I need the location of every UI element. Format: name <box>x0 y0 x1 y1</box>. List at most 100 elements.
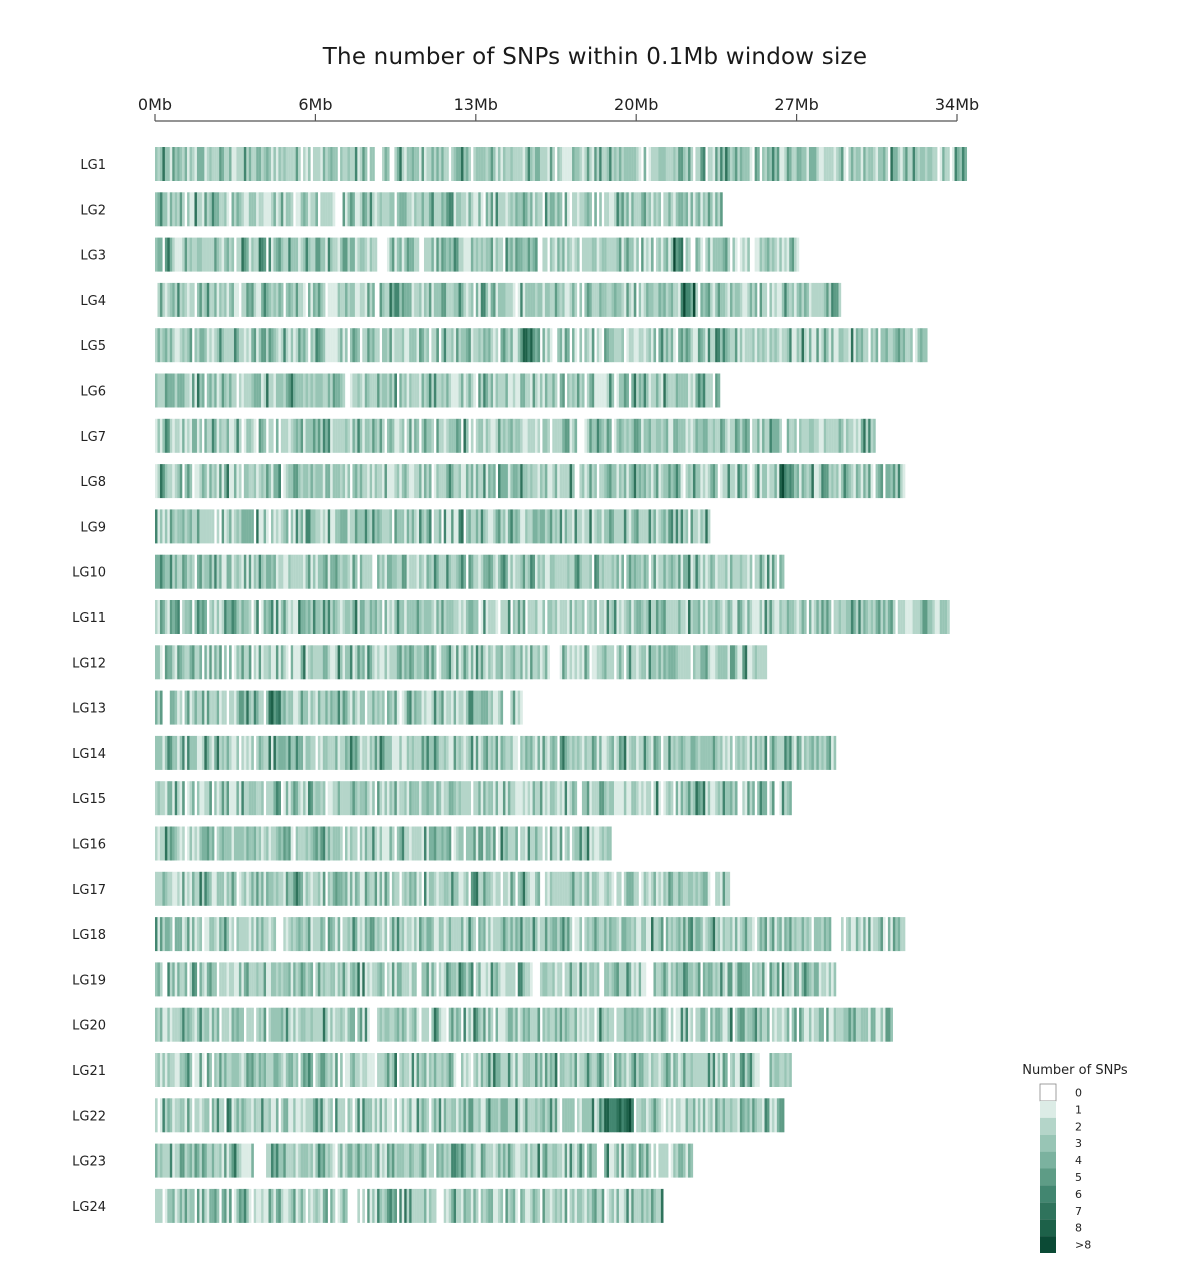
snp-window <box>209 600 212 634</box>
snp-window <box>907 147 911 181</box>
snp-window <box>643 1007 647 1042</box>
snp-window <box>604 192 607 227</box>
snp-window <box>557 282 560 317</box>
snp-window <box>468 781 472 816</box>
snp-window <box>764 464 768 499</box>
snp-window <box>406 328 410 363</box>
snp-window <box>591 282 595 317</box>
snp-window <box>367 645 370 680</box>
snp-window <box>485 871 489 906</box>
snp-window <box>468 1007 472 1042</box>
snp-window <box>414 147 417 181</box>
snp-window <box>273 917 277 952</box>
snp-window <box>288 826 291 861</box>
snp-window <box>532 192 536 227</box>
snp-window <box>833 464 837 499</box>
snp-window <box>194 1007 198 1042</box>
snp-window <box>325 509 328 544</box>
snp-window <box>542 373 546 408</box>
snp-window <box>199 1007 203 1042</box>
snp-window <box>196 690 200 725</box>
chromosome-label: LG20 <box>72 1019 106 1034</box>
snp-window <box>409 373 412 408</box>
snp-window <box>651 418 654 453</box>
snp-window <box>784 147 787 181</box>
snp-window <box>665 962 669 997</box>
snp-window <box>167 1007 170 1042</box>
snp-window <box>192 147 195 181</box>
snp-window <box>584 282 587 317</box>
snp-window <box>648 282 652 317</box>
snp-window <box>322 645 326 680</box>
snp-window <box>663 600 666 634</box>
snp-window <box>880 917 884 952</box>
snp-window <box>372 464 375 499</box>
snp-window <box>688 147 691 181</box>
snp-window <box>495 147 499 181</box>
snp-window <box>209 554 212 589</box>
snp-window <box>298 917 301 952</box>
snp-window <box>838 147 842 181</box>
snp-window <box>498 282 501 317</box>
snp-window <box>273 600 277 634</box>
snp-window <box>490 826 494 861</box>
snp-window <box>364 509 368 544</box>
snp-window <box>317 781 321 816</box>
snp-window <box>604 645 607 680</box>
snp-window <box>278 282 281 317</box>
snp-window <box>293 735 296 770</box>
snp-window <box>789 600 792 634</box>
snp-window <box>764 147 768 181</box>
snp-window <box>779 917 782 952</box>
snp-window <box>712 735 716 770</box>
snp-window <box>332 237 336 272</box>
snp-window <box>401 282 405 317</box>
snp-window <box>340 600 343 634</box>
snp-window <box>581 509 585 544</box>
snp-window <box>229 147 232 181</box>
snp-window <box>609 917 612 952</box>
snp-window <box>337 962 341 997</box>
snp-window <box>337 509 341 544</box>
snp-window <box>887 600 891 634</box>
snp-window <box>347 147 351 181</box>
snp-window <box>653 192 657 227</box>
snp-window <box>473 147 476 181</box>
snp-window <box>584 554 587 589</box>
snp-window <box>179 147 183 181</box>
snp-window <box>480 373 484 408</box>
snp-window <box>515 781 518 816</box>
snp-window <box>567 373 570 408</box>
snp-window <box>251 962 254 997</box>
snp-window <box>177 1007 180 1042</box>
snp-window <box>179 645 183 680</box>
snp-window <box>498 871 501 906</box>
snp-window <box>626 917 629 952</box>
snp-window <box>184 464 188 499</box>
snp-window <box>372 192 375 227</box>
snp-window <box>167 554 170 589</box>
snp-window <box>256 735 259 770</box>
snp-window <box>317 328 321 363</box>
snp-window <box>520 645 523 680</box>
snp-window <box>167 282 170 317</box>
snp-window <box>779 1007 782 1042</box>
snp-window <box>574 554 578 589</box>
snp-window <box>576 917 580 952</box>
snp-window <box>655 600 659 634</box>
snp-window <box>535 509 538 544</box>
snp-window <box>831 328 834 363</box>
snp-window <box>641 237 644 272</box>
snp-window <box>382 917 385 952</box>
snp-window <box>458 690 462 725</box>
snp-window <box>184 237 188 272</box>
snp-window <box>552 600 555 634</box>
snp-window <box>843 600 847 634</box>
snp-window <box>845 1007 849 1042</box>
snp-window <box>816 328 819 363</box>
snp-window <box>633 418 637 453</box>
snp-window <box>480 328 484 363</box>
snp-window <box>384 917 388 952</box>
snp-window <box>396 962 400 997</box>
snp-window <box>332 1007 336 1042</box>
